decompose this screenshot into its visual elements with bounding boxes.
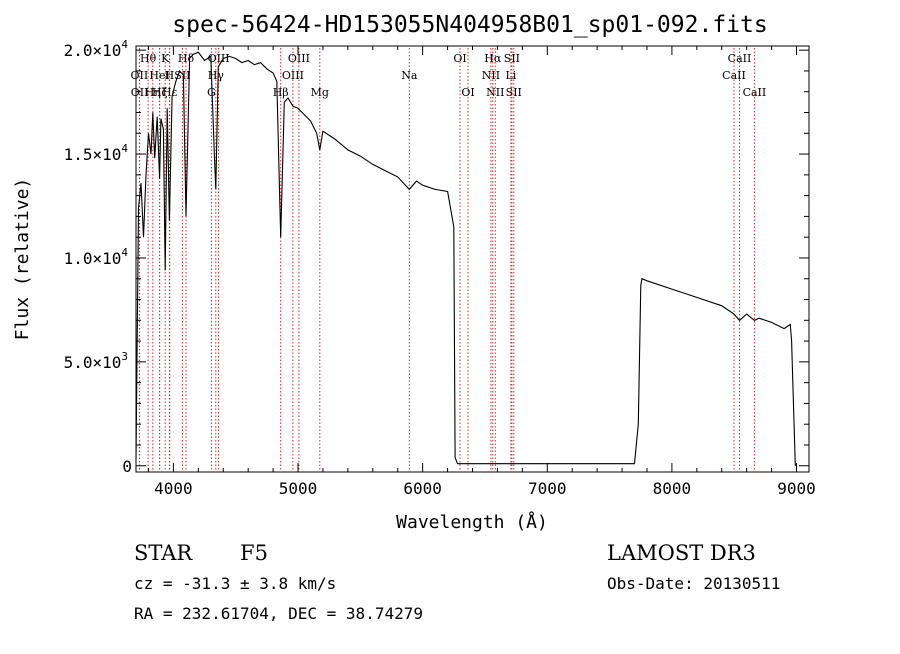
y-tick-label-0: 0 xyxy=(122,457,132,476)
y-tick-label-1: 5.0×103 xyxy=(64,350,128,372)
x-tick-label-0: 4000 xyxy=(154,479,193,498)
line-label-29: CaII xyxy=(743,86,767,99)
line-label-2: OII xyxy=(131,86,149,99)
y-axis-ticks: 0 5.0×103 1.0×104 1.5×104 2.0×104 xyxy=(64,38,809,476)
line-label-17: Mg xyxy=(311,86,329,99)
line-label-12: Hγ xyxy=(208,69,225,82)
x-tick-label-5: 9000 xyxy=(777,479,816,498)
line-label-19: OI xyxy=(453,52,466,65)
y-tick-label-2: 1.0×104 xyxy=(64,246,129,268)
x-tick-label-3: 7000 xyxy=(528,479,567,498)
line-label-7: H xyxy=(165,69,175,82)
x-tick-label-2: 6000 xyxy=(403,479,442,498)
line-label-25: Li xyxy=(505,69,516,82)
line-label-9: Hδ xyxy=(178,52,195,65)
line-label-21: Hα xyxy=(484,52,502,65)
line-label-22: NII xyxy=(482,69,500,82)
line-label-23: NII xyxy=(486,86,504,99)
line-label-3: Hη xyxy=(145,86,161,99)
line-label-15: OIII xyxy=(282,69,304,82)
object-subclass: F5 xyxy=(240,541,268,565)
chart-title: spec-56424-HD153055N404958B01_sp01-092.f… xyxy=(172,12,767,38)
line-label-8: Hε xyxy=(162,86,178,99)
observation-date: Obs-Date: 20130511 xyxy=(607,574,780,593)
x-axis-label: Wavelength (Å) xyxy=(396,511,548,533)
line-label-11: OIII xyxy=(208,52,230,65)
line-label-28: CaII xyxy=(722,69,746,82)
line-label-6: K xyxy=(161,52,170,65)
y-tick-label-4: 2.0×104 xyxy=(64,38,129,60)
line-label-14: OIII xyxy=(288,52,310,65)
plot-frame xyxy=(135,45,810,473)
y-axis-label: Flux (relative) xyxy=(12,178,33,341)
redshift-velocity: cz = -31.3 ± 3.8 km/s xyxy=(134,574,336,593)
object-class: STAR xyxy=(134,541,193,565)
line-label-27: CaII xyxy=(728,52,752,65)
line-label-26: SII xyxy=(506,86,522,99)
x-tick-label-4: 8000 xyxy=(653,479,692,498)
line-label-5: Hζ xyxy=(152,86,168,99)
spectral-line-labels: HθOIIOIIHηHeIHζKHHεHδSIIOIIIHγGOIIIOIIIH… xyxy=(131,52,767,99)
line-label-20: OI xyxy=(461,86,474,99)
line-label-1: OII xyxy=(131,69,149,82)
line-label-13: G xyxy=(207,86,216,99)
line-label-10: SII xyxy=(174,69,190,82)
line-label-24: SII xyxy=(504,52,520,65)
spectral-line-markers xyxy=(138,48,755,472)
line-label-0: Hθ xyxy=(140,52,157,65)
line-label-4: HeI xyxy=(149,69,169,82)
y-tick-label-3: 1.5×104 xyxy=(64,142,129,164)
line-label-16: Hβ xyxy=(273,86,289,99)
x-tick-label-1: 5000 xyxy=(279,479,318,498)
spectrum-line xyxy=(135,51,796,466)
coordinates: RA = 232.61704, DEC = 38.74279 xyxy=(134,604,423,623)
line-label-18: Na xyxy=(401,69,418,82)
survey-name: LAMOST DR3 xyxy=(607,541,756,565)
x-axis-ticks: 4000 5000 6000 7000 8000 9000 xyxy=(147,46,816,498)
